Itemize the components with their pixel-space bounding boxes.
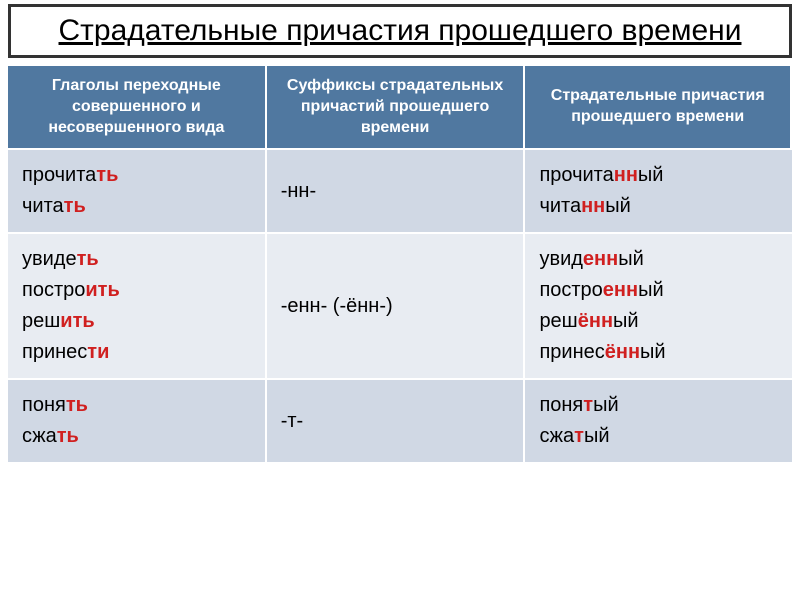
text-segment: поня: [22, 394, 66, 416]
text-segment: ый: [618, 248, 644, 270]
text-segment: ый: [638, 164, 664, 186]
word-line: построить: [22, 275, 251, 306]
text-segment: постро: [22, 279, 85, 301]
highlight-segment: нн: [614, 164, 638, 186]
text-segment: ый: [640, 341, 666, 363]
text-segment: сжа: [22, 425, 57, 447]
verbs-cell: понятьсжать: [8, 380, 267, 464]
text-segment: чита: [22, 195, 64, 217]
suffix-cell: -енн- (-ённ-): [267, 234, 526, 380]
text-segment: сжа: [539, 425, 574, 447]
word-line: понятый: [539, 390, 778, 421]
highlight-segment: ть: [77, 248, 99, 270]
suffix-cell: -т-: [267, 380, 526, 464]
word-line: увиденный: [539, 244, 778, 275]
word-line: принести: [22, 337, 251, 368]
text-segment: ый: [584, 425, 610, 447]
highlight-segment: енн: [603, 279, 638, 301]
page-title: Страдательные причастия прошедшего време…: [21, 13, 779, 49]
word-line: построенный: [539, 275, 778, 306]
text-segment: ый: [593, 394, 619, 416]
text-segment: прочита: [22, 164, 96, 186]
col-header-verbs: Глаголы переходные совершенного и несове…: [8, 66, 267, 150]
text-segment: увиде: [22, 248, 77, 270]
text-segment: прочита: [539, 164, 613, 186]
participles-cell: увиденныйпостроенныйрешённыйпринесённый: [525, 234, 792, 380]
suffix-cell: -нн-: [267, 150, 526, 234]
word-line: решить: [22, 306, 251, 337]
highlight-segment: нн: [581, 195, 605, 217]
highlight-segment: ить: [60, 310, 94, 332]
text-segment: поня: [539, 394, 583, 416]
title-box: Страдательные причастия прошедшего време…: [8, 4, 792, 58]
verbs-cell: увидетьпостроитьрешитьпринести: [8, 234, 267, 380]
col-header-participles: Страдательные причастия прошедшего време…: [525, 66, 792, 150]
highlight-segment: ть: [66, 394, 88, 416]
participles-cell: понятыйсжатый: [525, 380, 792, 464]
participle-table: Глаголы переходные совершенного и несове…: [8, 64, 792, 464]
highlight-segment: т: [574, 425, 584, 447]
word-line: прочитанный: [539, 160, 778, 191]
word-line: принесённый: [539, 337, 778, 368]
text-segment: реш: [22, 310, 60, 332]
text-segment: реш: [539, 310, 577, 332]
text-segment: принес: [539, 341, 604, 363]
highlight-segment: ённ: [578, 310, 613, 332]
highlight-segment: ть: [57, 425, 79, 447]
word-line: понять: [22, 390, 251, 421]
word-line: сжать: [22, 421, 251, 452]
text-segment: принес: [22, 341, 87, 363]
highlight-segment: ть: [96, 164, 118, 186]
highlight-segment: ить: [85, 279, 119, 301]
word-line: сжатый: [539, 421, 778, 452]
text-segment: ый: [613, 310, 639, 332]
verbs-cell: прочитатьчитать: [8, 150, 267, 234]
word-line: решённый: [539, 306, 778, 337]
participles-cell: прочитанныйчитанный: [525, 150, 792, 234]
text-segment: постро: [539, 279, 602, 301]
highlight-segment: енн: [583, 248, 618, 270]
word-line: прочитать: [22, 160, 251, 191]
text-segment: ый: [605, 195, 631, 217]
highlight-segment: ти: [87, 341, 109, 363]
word-line: увидеть: [22, 244, 251, 275]
word-line: читанный: [539, 191, 778, 222]
text-segment: чита: [539, 195, 581, 217]
highlight-segment: ённ: [605, 341, 640, 363]
text-segment: ый: [638, 279, 664, 301]
col-header-suffixes: Суффиксы страдательных причастий прошедш…: [267, 66, 526, 150]
text-segment: увид: [539, 248, 582, 270]
highlight-segment: т: [583, 394, 593, 416]
highlight-segment: ть: [64, 195, 86, 217]
word-line: читать: [22, 191, 251, 222]
